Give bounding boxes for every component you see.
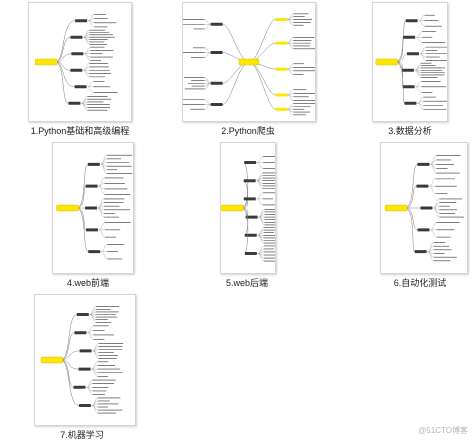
mindmap-thumbnail-2[interactable] bbox=[182, 2, 316, 122]
mindmap-graphic bbox=[40, 306, 124, 414]
thumbnail-caption-2: 2.Python爬虫 bbox=[221, 126, 275, 136]
mindmap-graphic bbox=[221, 156, 275, 262]
mindmap-graphic bbox=[375, 14, 447, 110]
thumbnail-caption-1: 1.Python基础和高级编程 bbox=[30, 126, 130, 136]
thumbnail-caption-5: 5.web后端 bbox=[225, 278, 269, 288]
mindmap-thumbnail-6[interactable] bbox=[380, 142, 468, 274]
thumbnail-caption-3: 3.数据分析 bbox=[388, 126, 432, 136]
mindmap-graphic bbox=[35, 14, 118, 111]
mindmap-thumbnail-3[interactable] bbox=[372, 2, 448, 122]
mindmap-thumbnail-4[interactable] bbox=[52, 142, 134, 274]
mindmap-graphic bbox=[183, 13, 315, 116]
thumbnail-caption-6: 6.自动化测试 bbox=[393, 278, 447, 288]
mindmap-thumbnail-7[interactable] bbox=[34, 294, 136, 426]
mindmap-thumbnail-5[interactable] bbox=[220, 142, 276, 274]
thumbnail-caption-4: 4.web前端 bbox=[66, 278, 110, 288]
mindmap-graphic bbox=[385, 155, 464, 262]
mindmap-graphic bbox=[56, 154, 133, 260]
thumbnail-caption-7: 7.机器学习 bbox=[60, 430, 104, 440]
mindmap-thumbnail-1[interactable] bbox=[28, 2, 132, 122]
site-watermark: @51CTO博客 bbox=[418, 426, 468, 435]
